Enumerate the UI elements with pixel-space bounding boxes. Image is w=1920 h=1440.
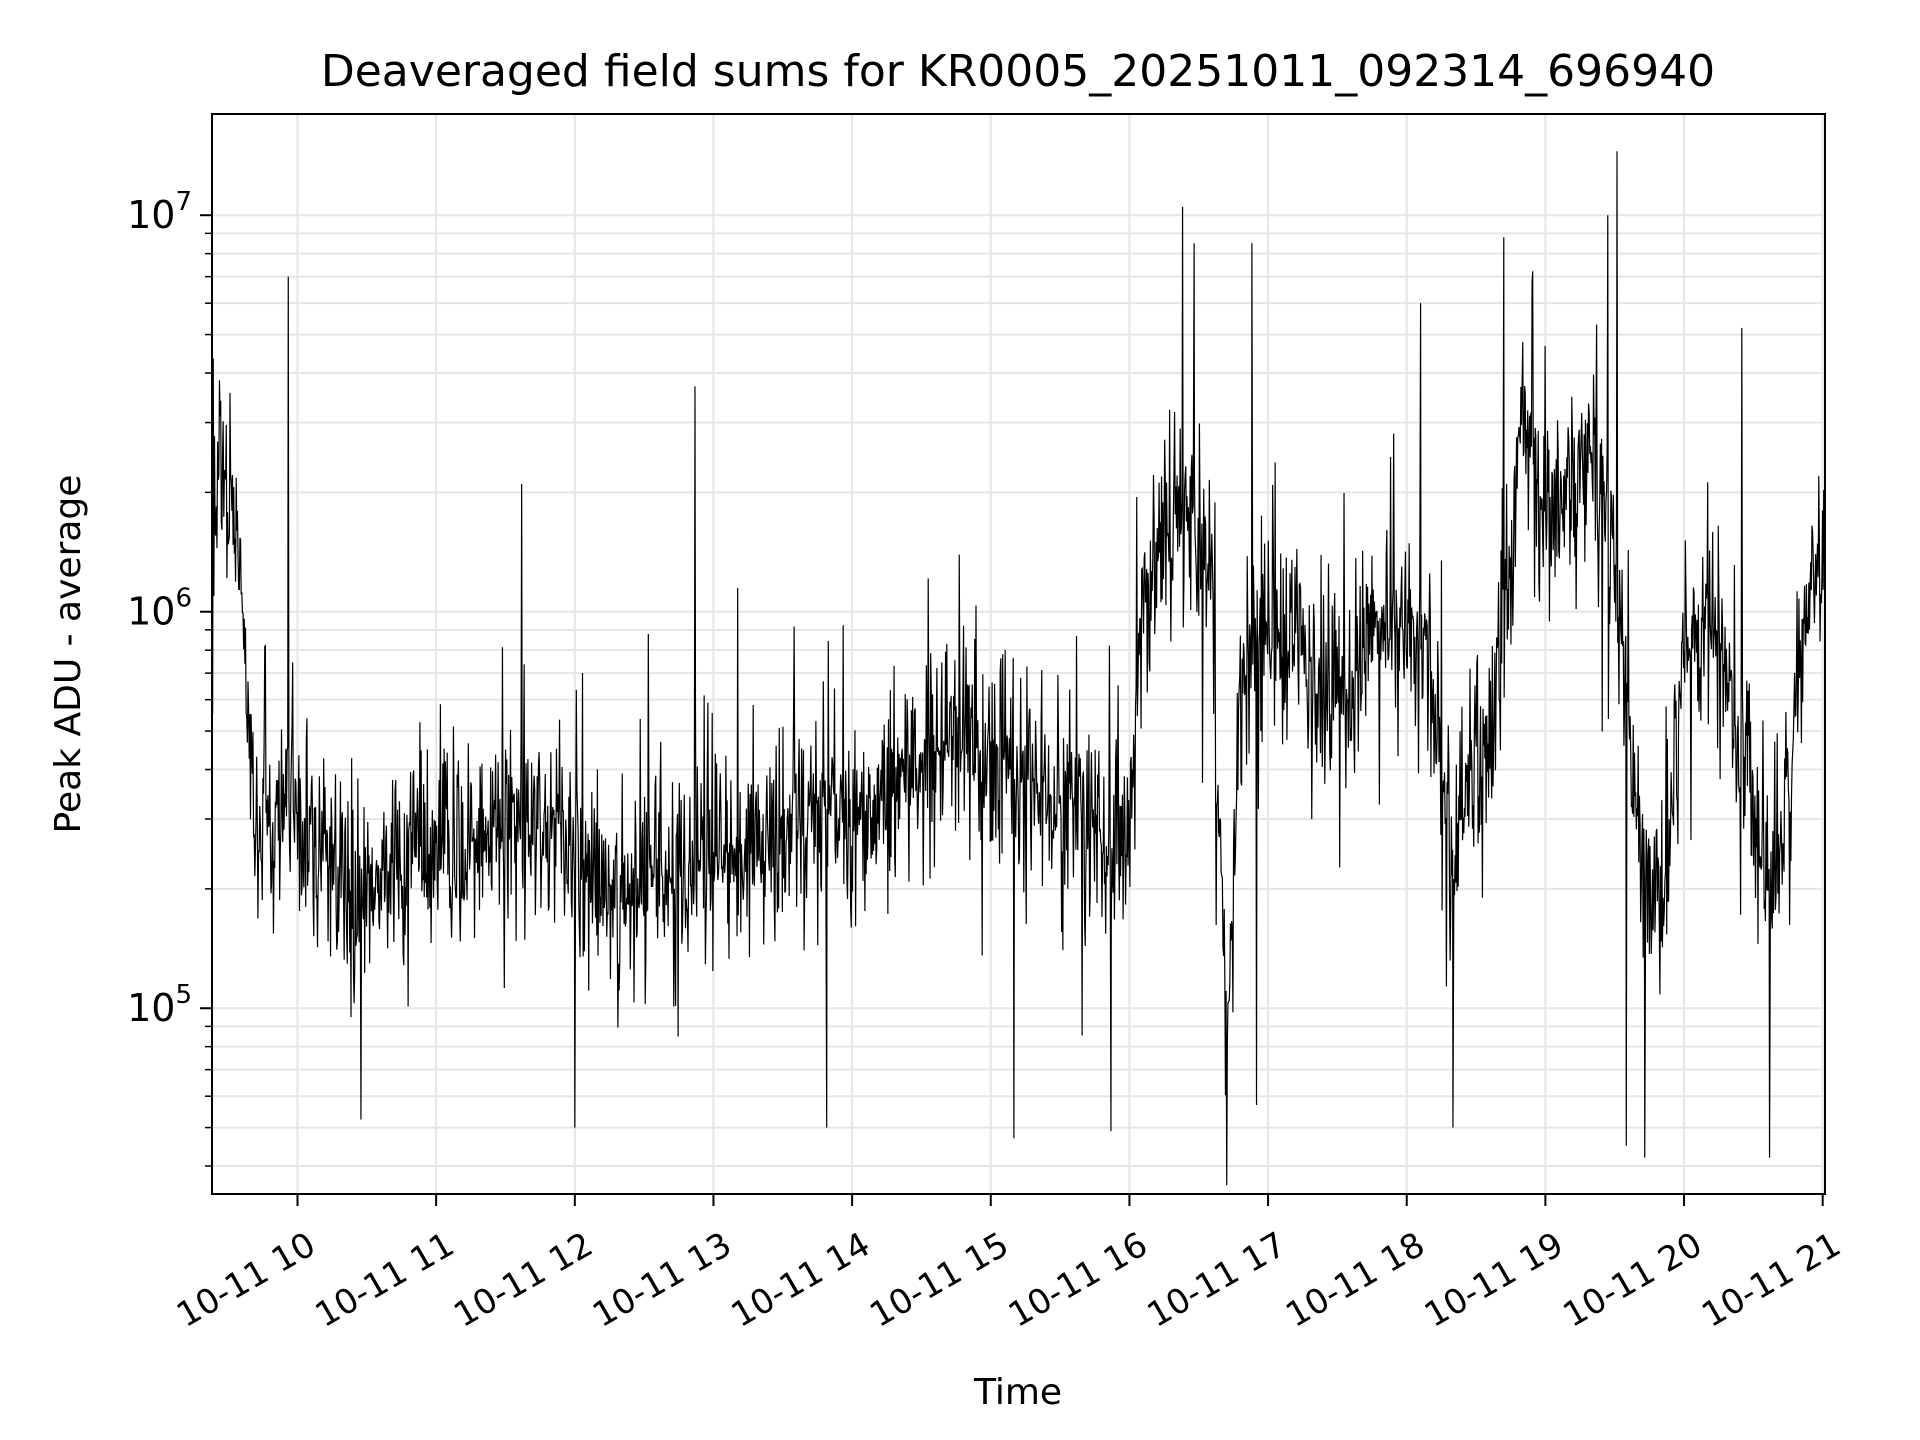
series-line [211, 151, 1826, 1186]
y-tick-exponent: 7 [175, 187, 192, 217]
y-tick-exponent: 6 [175, 584, 192, 614]
y-tick-mantissa: 10 [127, 590, 175, 634]
y-tick-mantissa: 10 [127, 193, 175, 237]
x-axis-label: Time [973, 1372, 1062, 1413]
grid [212, 114, 1825, 1194]
y-tick-exponent: 5 [175, 980, 192, 1010]
y-tick-label: 107 [127, 187, 192, 237]
y-axis-label: Peak ADU - average [48, 475, 89, 834]
data-series [211, 151, 1826, 1186]
plot-frame [211, 113, 1826, 1195]
chart-title: Deaveraged field sums for KR0005_2025101… [321, 46, 1715, 97]
y-tick-label: 105 [127, 980, 192, 1030]
y-tick-label: 106 [127, 584, 192, 634]
y-tick-mantissa: 10 [127, 986, 175, 1030]
